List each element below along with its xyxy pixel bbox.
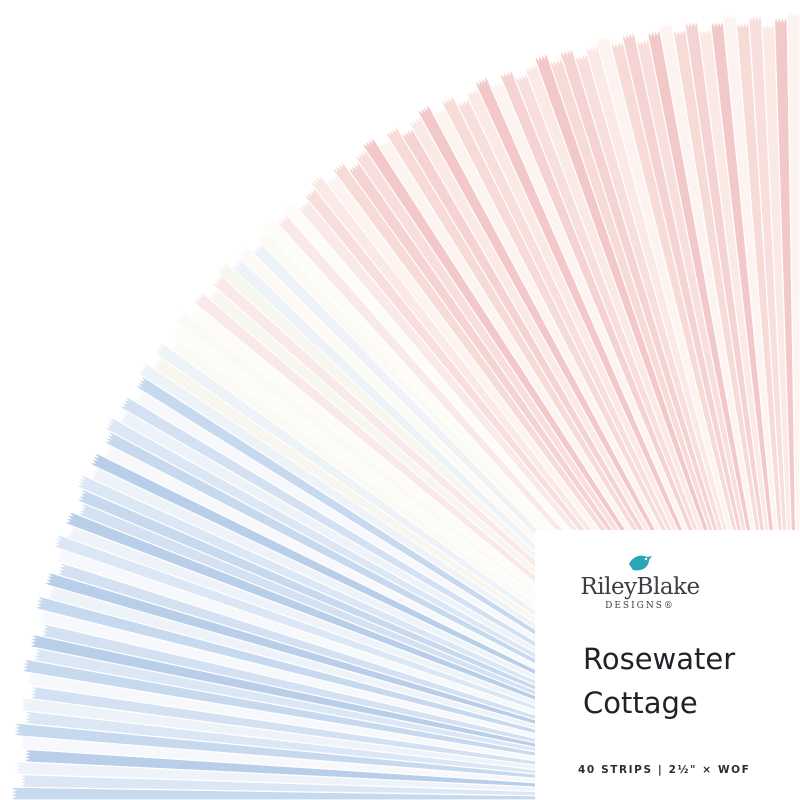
product-title: Cottage bbox=[583, 686, 698, 720]
label-card: RileyBlake DESIGNS® Rosewater Cottage 40… bbox=[535, 530, 800, 800]
logo-name: RileyBlake bbox=[580, 574, 700, 600]
logo-bird bbox=[629, 555, 652, 571]
logo-sub: DESIGNS® bbox=[605, 601, 675, 611]
product-spec: 40 STRIPS | 2½" × WOF bbox=[578, 764, 751, 776]
product-title: Rosewater bbox=[583, 642, 736, 676]
